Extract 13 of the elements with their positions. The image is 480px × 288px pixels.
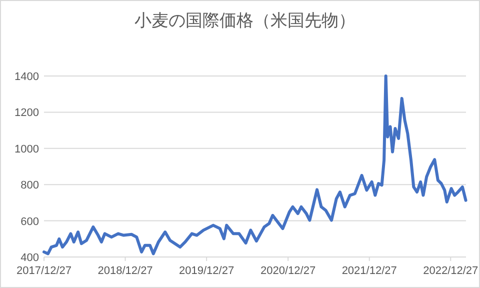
x-tick-label: 2019/12/27 bbox=[179, 265, 234, 277]
y-tick-label: 400 bbox=[20, 252, 39, 264]
x-tick-label: 2017/12/27 bbox=[16, 265, 72, 277]
x-tick-label: 2018/12/27 bbox=[98, 265, 153, 277]
x-tick-label: 2020/12/27 bbox=[260, 265, 316, 277]
x-tick-label: 2022/12/27 bbox=[423, 265, 478, 277]
y-tick-label: 1200 bbox=[14, 107, 39, 120]
chart-title: 小麦の国際価格（米国先物） bbox=[134, 11, 356, 30]
y-tick-label: 600 bbox=[20, 216, 39, 228]
y-tick-label: 1000 bbox=[14, 143, 39, 156]
y-tick-label: 1400 bbox=[14, 71, 39, 83]
y-tick-label: 800 bbox=[20, 180, 39, 192]
x-tick-label: 2021/12/27 bbox=[342, 265, 397, 277]
